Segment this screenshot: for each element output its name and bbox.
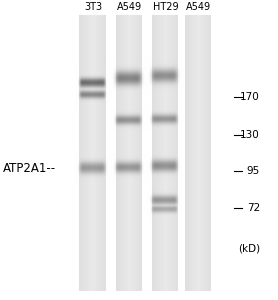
Text: 170: 170 [240, 92, 260, 102]
Text: 72: 72 [247, 203, 260, 213]
Text: 130: 130 [240, 130, 260, 140]
Text: A549: A549 [186, 2, 211, 12]
Text: 95: 95 [247, 166, 260, 176]
Text: A549: A549 [117, 2, 142, 12]
Text: ATP2A1--: ATP2A1-- [3, 162, 56, 175]
Text: 3T3: 3T3 [84, 2, 102, 12]
Text: HT29: HT29 [153, 2, 178, 12]
Text: (kD): (kD) [238, 243, 260, 253]
